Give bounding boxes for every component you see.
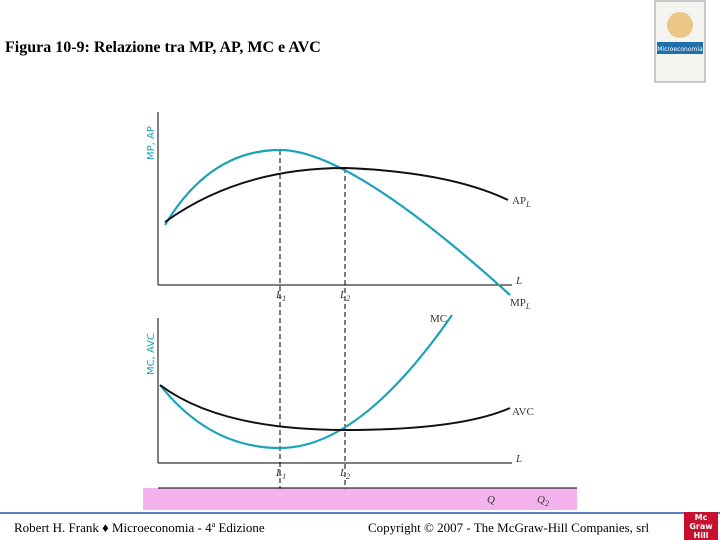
cover-art (667, 12, 693, 38)
logo-3: Hill (694, 531, 709, 540)
q2-label: Q2 (537, 494, 549, 508)
q-label: Q (487, 494, 495, 506)
footer-copyright: Copyright © 2007 - The McGraw-Hill Compa… (368, 520, 650, 535)
avc-curve (159, 384, 511, 432)
bottom-panel: MC, AVC MC AVC L L1 L2 (146, 313, 534, 481)
l2-label: L2 (339, 289, 350, 303)
q2-sub: 2 (545, 499, 549, 508)
ap-sub: L (525, 200, 531, 209)
y-label: MP, AP (146, 126, 157, 160)
book-cover: Microeconomia (654, 0, 706, 83)
l1-label: L1 (275, 467, 286, 481)
logo: Mc Graw Hill (684, 512, 718, 540)
top-panel: MP, AP APL MPL L L1 L2 (146, 112, 531, 490)
cover-band (657, 42, 703, 54)
edition-rest: Edizione (215, 520, 265, 535)
ap-label: APL (512, 195, 531, 209)
mp-curve (164, 148, 511, 296)
highlight-strip (143, 488, 577, 510)
q2-main: Q (537, 494, 545, 506)
x-label: L (515, 275, 522, 287)
ap-curve (164, 166, 509, 223)
author-text: Robert H. Frank ♦ Microeconomia - 4 (14, 520, 212, 535)
ap-main: AP (512, 195, 526, 207)
logo-box (684, 512, 718, 540)
l2-sub: 2 (346, 472, 350, 481)
edition-sup: a (212, 520, 216, 529)
l2-main: L (339, 467, 346, 479)
l2-main: L (339, 289, 346, 301)
title: Figura 10-9: Relazione tra MP, AP, MC e … (5, 39, 321, 56)
logo-2: Graw (689, 522, 713, 531)
mp-main: MP (510, 297, 526, 309)
logo-1: Mc (695, 513, 708, 522)
l1-main: L (275, 467, 282, 479)
mp-sub: L (525, 302, 531, 311)
l2-sub: 2 (346, 294, 350, 303)
l1-sub: 1 (282, 472, 286, 481)
l1-label: L1 (275, 289, 286, 303)
x-label: L (515, 453, 522, 465)
cover-title: Microeconomia (657, 46, 703, 53)
mp-label: MPL (510, 297, 531, 311)
y-label: MC, AVC (146, 333, 157, 375)
mc-label: MC (430, 313, 447, 325)
l1-main: L (275, 289, 282, 301)
footer-author: Robert H. Frank ♦ Microeconomia - 4a Edi… (14, 520, 265, 535)
avc-label: AVC (512, 406, 534, 418)
l1-sub: 1 (282, 294, 286, 303)
l2-label: L2 (339, 467, 350, 481)
mc-curve (159, 314, 453, 450)
